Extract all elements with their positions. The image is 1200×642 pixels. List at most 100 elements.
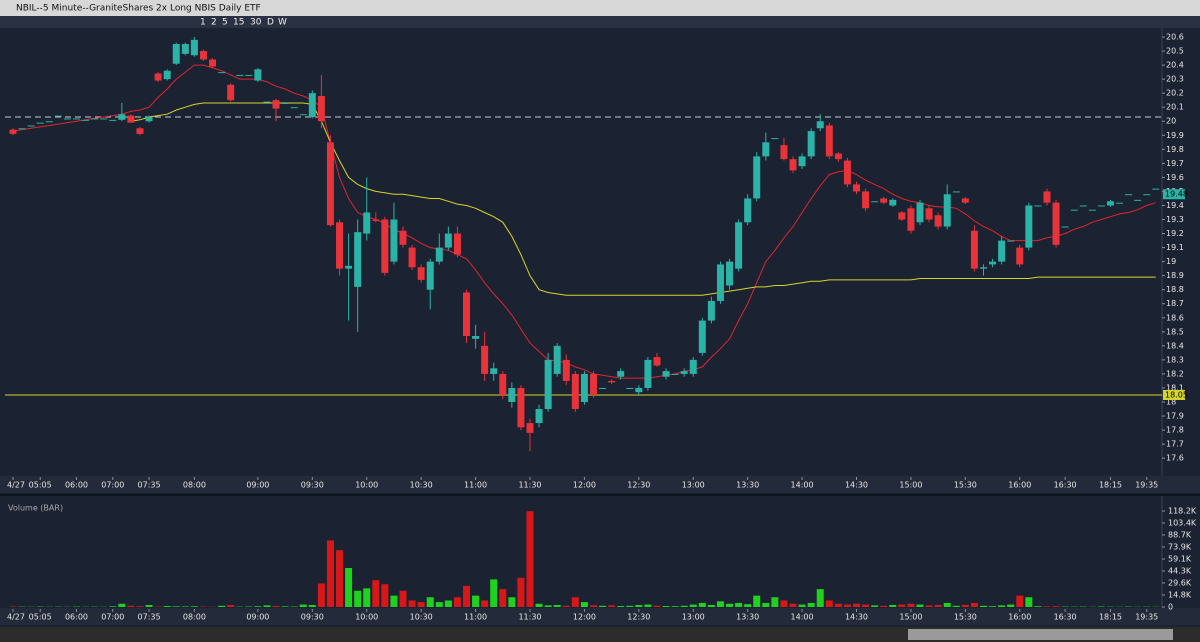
y-tick-label: 59.1K [1168, 555, 1192, 564]
candle-body [390, 219, 398, 262]
interval-button[interactable]: D [267, 18, 274, 28]
candle-body [1025, 205, 1033, 248]
price-tag-label: 18.05 [1165, 390, 1188, 399]
candle-body [952, 191, 960, 193]
price-tag [1163, 389, 1185, 400]
x-tick-label: 05:05 [29, 481, 52, 490]
candle-body [1134, 199, 1142, 201]
x-tick-label: 14:00 [791, 613, 814, 622]
candle-body [444, 233, 452, 248]
candle-body [834, 153, 842, 160]
candle-body [1116, 202, 1124, 204]
interval-button[interactable]: 5 [222, 18, 228, 28]
x-tick-label: 14:00 [791, 481, 814, 490]
candle-body [535, 409, 543, 424]
panel-separator [0, 494, 1200, 496]
y-tick-label: 19.8 [1166, 145, 1184, 154]
volume-bar [363, 588, 371, 607]
interval-button[interactable]: 30 [250, 18, 262, 28]
candle-body [336, 222, 344, 269]
x-tick-label: 10:00 [355, 613, 378, 622]
volume-bar [798, 604, 806, 607]
volume-bar [780, 600, 788, 607]
volume-bar [272, 606, 280, 607]
candle-body [998, 240, 1006, 262]
volume-bar [825, 600, 833, 607]
candle-body [771, 138, 779, 140]
volume-bar [281, 606, 289, 607]
candle-body [898, 212, 906, 220]
candle-body [172, 44, 180, 64]
candle-body [317, 95, 325, 122]
candle-body [199, 51, 207, 60]
volume-bar [934, 604, 942, 607]
volume-bar [771, 597, 779, 607]
candle-body [227, 84, 235, 101]
x-tick-label: 13:30 [736, 481, 759, 490]
candle-body [218, 72, 226, 74]
candle-body [589, 373, 597, 395]
candle-body [281, 102, 289, 104]
x-tick-label: 09:00 [246, 613, 269, 622]
volume-bar [317, 583, 325, 607]
volume-bar [345, 568, 353, 607]
scrollbar[interactable] [0, 627, 1200, 642]
candle-body [109, 119, 117, 121]
y-tick-label: 19.6 [1166, 173, 1184, 182]
volume-bar [190, 606, 198, 607]
candle-body [689, 359, 697, 374]
volume-bar [989, 606, 997, 607]
y-tick-label: 20.1 [1166, 103, 1184, 112]
candle-body [617, 371, 625, 377]
volume-bar [907, 603, 915, 607]
volume-bar [698, 602, 706, 607]
candle-body [1016, 247, 1024, 265]
volume-bar [399, 590, 407, 607]
title-bar [0, 0, 1200, 16]
x-tick-label: 11:00 [464, 481, 487, 490]
y-tick-label: 18.1 [1166, 383, 1184, 392]
interval-button[interactable]: 2 [211, 18, 217, 28]
interval-button[interactable]: 15 [233, 18, 244, 28]
x-tick-label: 13:00 [682, 613, 705, 622]
candle-body [481, 345, 489, 374]
volume-bar [1016, 595, 1024, 607]
candle-body [889, 199, 897, 206]
candle-body [345, 265, 353, 269]
volume-bar [562, 605, 570, 607]
candle-body [907, 208, 915, 231]
volume-bar [998, 605, 1006, 607]
volume-bar [834, 603, 842, 607]
volume-bar [626, 605, 634, 607]
candle-body [544, 359, 552, 410]
volume-bar [680, 605, 688, 607]
volume-bar [299, 604, 307, 607]
candle-body [435, 247, 443, 262]
scroll-thumb[interactable] [908, 629, 1173, 640]
y-tick-label: 18.4 [1166, 341, 1184, 350]
volume-bar [453, 597, 461, 607]
y-tick-label: 18.2 [1166, 369, 1184, 378]
candle-body [1052, 202, 1060, 245]
y-tick-label: 17.6 [1166, 454, 1184, 463]
volume-bar [744, 604, 752, 607]
volume-bar [508, 597, 516, 607]
volume-bar [862, 604, 870, 607]
x-tick-label: 16:00 [1008, 481, 1031, 490]
y-tick-label: 19.2 [1166, 229, 1184, 238]
candle-body [979, 267, 987, 269]
candle-body [463, 292, 470, 337]
candle-body [798, 156, 806, 167]
volume-bar [816, 589, 824, 607]
interval-button[interactable]: W [278, 18, 287, 28]
volume-bar [127, 605, 135, 607]
x-tick-label: 12:30 [627, 613, 650, 622]
y-tick-label: 0 [1168, 603, 1173, 612]
volume-bar [390, 595, 398, 607]
volume-bar [354, 590, 362, 607]
interval-button[interactable]: 1 [200, 18, 206, 28]
volume-bar [871, 605, 879, 607]
window-title: NBIL--5 Minute--GraniteShares 2x Long NB… [16, 4, 261, 14]
candle-body [1079, 205, 1087, 207]
